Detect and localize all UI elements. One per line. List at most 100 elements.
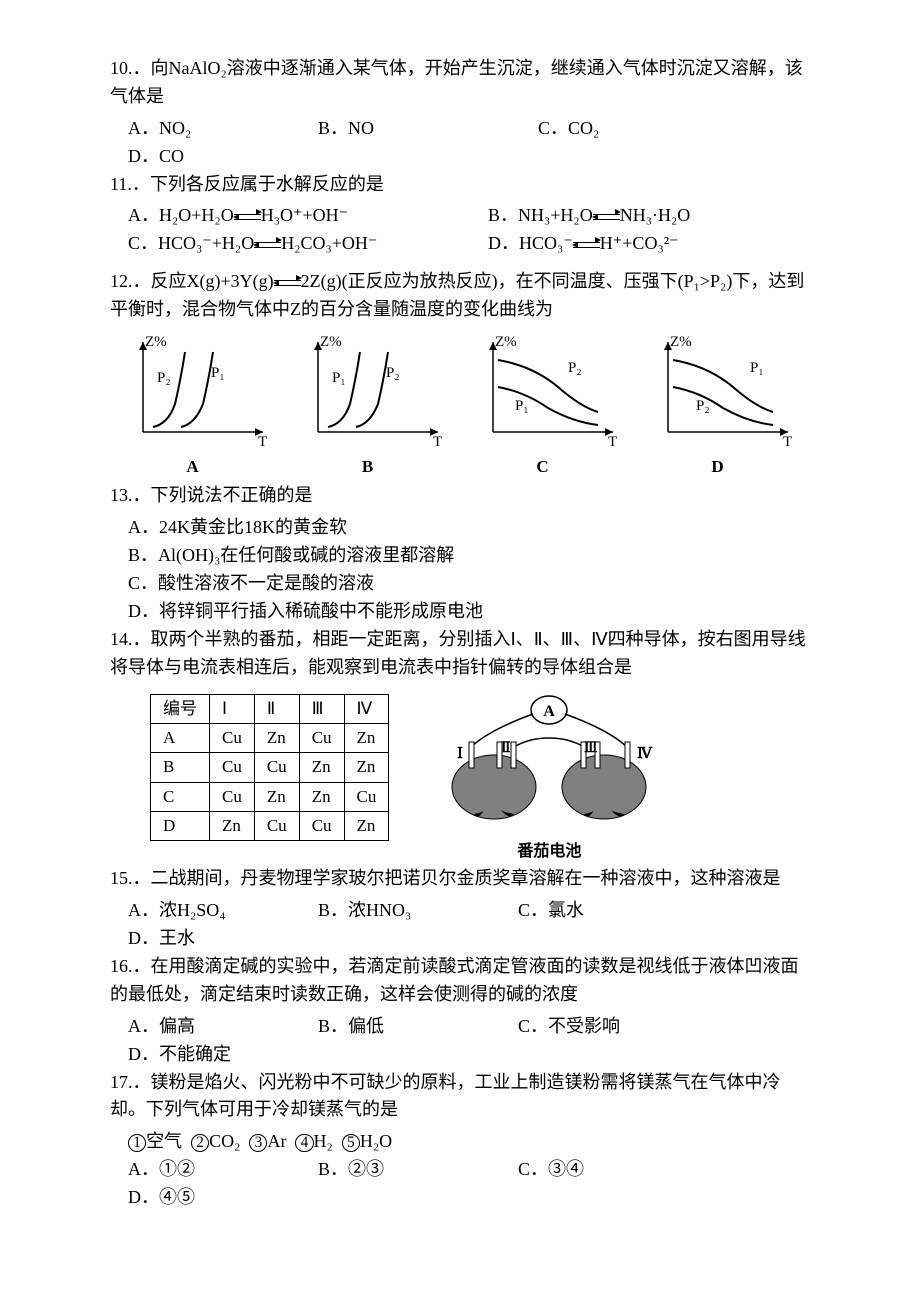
svg-text:Ⅱ: Ⅱ: [501, 740, 511, 756]
q13-opt-d: D．将锌铜平行插入稀硫酸中不能形成原电池: [128, 598, 810, 626]
circled-4-icon: 4: [295, 1134, 313, 1152]
q12-stem: 12.．反应X(g)+3Y(g)2Z(g)(正反应为放热反应)，在不同温度、压强…: [110, 268, 810, 324]
th: Ⅱ: [254, 694, 299, 723]
th: 编号: [151, 694, 210, 723]
circled-1-icon: 1: [128, 1134, 146, 1152]
q12-label-c: C: [460, 454, 625, 480]
q17-item: 空气: [146, 1131, 182, 1151]
q11-opt-d: D．HCO₃⁻ H⁺+CO₃²⁻: [488, 230, 719, 258]
q12-graphs: Z% T P₂ P₁ A Z% T P₁ P₂ B: [110, 332, 810, 480]
svg-text:A: A: [544, 703, 556, 720]
q13-opt-a: A．24K黄金比18K的黄金软: [128, 514, 810, 542]
q14-table: 编号 Ⅰ Ⅱ Ⅲ Ⅳ ACuZnCuZn BCuCuZnZn CCuZnZnCu…: [150, 694, 389, 842]
circled-5-icon: 5: [342, 1134, 360, 1152]
table-header-row: 编号 Ⅰ Ⅱ Ⅲ Ⅳ: [151, 694, 389, 723]
q12-graph-c: Z% T P₂ P₁ C: [460, 332, 625, 480]
q17-opt-b: B．②③: [318, 1156, 518, 1184]
svg-text:Ⅲ: Ⅲ: [584, 740, 598, 756]
q15-opt-c: C．氯水: [518, 897, 738, 925]
equilibrium-icon: [254, 236, 281, 254]
q11-c-pre: C．HCO₃⁻+H₂O: [128, 233, 254, 253]
q16-stem: 16.．在用酸滴定碱的实验中，若滴定前读酸式滴定管液面的读数是视线低于液体凹液面…: [110, 953, 810, 1009]
q17-opt-d: D．④⑤: [128, 1184, 235, 1212]
svg-text:P₂: P₂: [696, 398, 710, 414]
svg-text:Ⅰ: Ⅰ: [457, 746, 463, 762]
q17-item: H₂: [314, 1131, 333, 1151]
q17-stem: 17.．镁粉是焰火、闪光粉中不可缺少的原料，工业上制造镁粉需将镁蒸气在气体中冷却…: [110, 1069, 810, 1125]
svg-text:Z%: Z%: [495, 334, 517, 350]
q14-row: 编号 Ⅰ Ⅱ Ⅲ Ⅳ ACuZnCuZn BCuCuZnZn CCuZnZnCu…: [110, 686, 810, 866]
q12-label-d: D: [635, 454, 800, 480]
table-row: DZnCuCuZn: [151, 811, 389, 840]
q11-c-post: H₂CO₃+OH⁻: [281, 233, 377, 253]
q12-label-a: A: [110, 454, 275, 480]
q10-opt-a: A．NO₂: [128, 115, 318, 143]
q15-stem: 15.．二战期间，丹麦物理学家玻尔把诺贝尔金质奖章溶解在一种溶液中，这种溶液是: [110, 865, 810, 893]
q17-opt-a: A．①②: [128, 1156, 318, 1184]
th: Ⅰ: [210, 694, 255, 723]
svg-text:Z%: Z%: [670, 334, 692, 350]
th: Ⅲ: [299, 694, 344, 723]
q15-opt-a: A．浓H₂SO₄: [128, 897, 318, 925]
q10-stem: 10.．向NaAlO₂溶液中逐渐通入某气体，开始产生沉淀，继续通入气体时沉淀又溶…: [110, 55, 810, 111]
q11-a-post: H₃O⁺+OH⁻: [261, 205, 348, 225]
svg-text:P₁: P₁: [332, 370, 346, 386]
y-label: Z%: [145, 334, 167, 350]
svg-text:P₁: P₁: [211, 365, 225, 381]
svg-text:P₂: P₂: [157, 370, 171, 386]
svg-text:P₁: P₁: [515, 398, 529, 414]
q16-opt-c: C．不受影响: [518, 1013, 738, 1041]
q12-stem-pre: 12.．反应X(g)+3Y(g): [110, 271, 274, 291]
q10-opt-d: D．CO: [128, 143, 288, 171]
q15-opt-b: B．浓HNO₃: [318, 897, 518, 925]
svg-text:Ⅳ: Ⅳ: [637, 746, 653, 762]
q12-graph-a: Z% T P₂ P₁ A: [110, 332, 275, 480]
q11-opt-a: A．H₂O+H₂O H₃O⁺+OH⁻: [128, 202, 488, 230]
svg-text:P₂: P₂: [386, 365, 400, 381]
q11-b-post: NH₃·H₂O: [620, 205, 691, 225]
q17-opt-c: C．③④: [518, 1156, 738, 1184]
q10-options: A．NO₂ B．NO C．CO₂ D．CO: [110, 115, 810, 171]
q17-item: Ar: [267, 1131, 286, 1151]
q11-d-pre: D．HCO₃⁻: [488, 233, 573, 253]
q13-options: A．24K黄金比18K的黄金软 B．Al(OH)₃在任何酸或碱的溶液里都溶解 C…: [110, 514, 810, 626]
q16-opt-b: B．偏低: [318, 1013, 518, 1041]
x-label: T: [258, 434, 267, 450]
q11-b-pre: B．NH₃+H₂O: [488, 205, 593, 225]
q13-opt-b: B．Al(OH)₃在任何酸或碱的溶液里都溶解: [128, 542, 810, 570]
q14-fig-caption: 番茄电池: [429, 840, 669, 865]
equilibrium-icon: [234, 208, 261, 226]
equilibrium-icon: [274, 274, 301, 292]
q11-options: A．H₂O+H₂O H₃O⁺+OH⁻ B．NH₃+H₂O NH₃·H₂O C．HCO…: [110, 202, 810, 258]
q11-a-pre: A．H₂O+H₂O: [128, 205, 234, 225]
q12-graph-d: Z% T P₁ P₂ D: [635, 332, 800, 480]
q11-stem: 11.．下列各反应属于水解反应的是: [110, 171, 810, 199]
q13-stem: 13.．下列说法不正确的是: [110, 482, 810, 510]
q14-figure: A Ⅰ Ⅱ Ⅲ Ⅳ 番茄电池: [429, 692, 669, 866]
svg-text:P₁: P₁: [750, 360, 764, 376]
svg-text:P₂: P₂: [568, 360, 582, 376]
q16-options: A．偏高 B．偏低 C．不受影响 D．不能确定: [110, 1013, 810, 1069]
q14-stem: 14.．取两个半熟的番茄，相距一定距离，分别插入Ⅰ、Ⅱ、Ⅲ、Ⅳ四种导体，按右图用…: [110, 626, 810, 682]
q17-item: H₂O: [360, 1131, 392, 1151]
svg-text:T: T: [783, 434, 792, 450]
svg-text:Z%: Z%: [320, 334, 342, 350]
q16-opt-d: D．不能确定: [128, 1041, 271, 1069]
q15-options: A．浓H₂SO₄ B．浓HNO₃ C．氯水 D．王水: [110, 897, 810, 953]
svg-text:T: T: [608, 434, 617, 450]
q11-opt-b: B．NH₃+H₂O NH₃·H₂O: [488, 202, 730, 230]
q10-opt-b: B．NO: [318, 115, 538, 143]
circled-2-icon: 2: [191, 1134, 209, 1152]
th: Ⅳ: [344, 694, 389, 723]
q11-opt-c: C．HCO₃⁻+H₂O H₂CO₃+OH⁻: [128, 230, 488, 258]
q15-opt-d: D．王水: [128, 925, 235, 953]
table-row: BCuCuZnZn: [151, 753, 389, 782]
q11-d-post: H⁺+CO₃²⁻: [600, 233, 679, 253]
q12-graph-b: Z% T P₁ P₂ B: [285, 332, 450, 480]
circled-3-icon: 3: [249, 1134, 267, 1152]
equilibrium-icon: [593, 208, 620, 226]
q12-label-b: B: [285, 454, 450, 480]
q17-choices-line: 1空气 2CO₂ 3Ar 4H₂ 5H₂O: [110, 1128, 810, 1156]
q17-options: A．①② B．②③ C．③④ D．④⑤: [110, 1156, 810, 1212]
q10-opt-c: C．CO₂: [538, 115, 758, 143]
